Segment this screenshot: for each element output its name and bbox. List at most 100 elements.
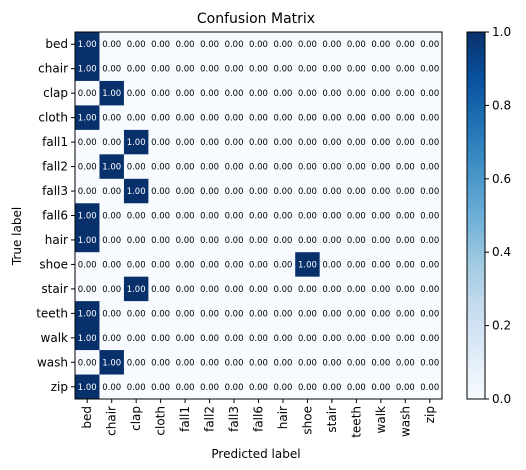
matrix-cell xyxy=(99,105,125,131)
cell-value-label: 0.00 xyxy=(371,285,390,295)
matrix-cell xyxy=(75,252,100,278)
matrix-cell xyxy=(172,154,198,180)
matrix-cell xyxy=(417,374,443,400)
cell-value-label: 0.00 xyxy=(273,309,292,319)
matrix-cell xyxy=(99,227,125,253)
cell-value-label: 0.00 xyxy=(176,163,195,173)
matrix-cell xyxy=(393,276,418,302)
matrix-cell xyxy=(270,325,296,351)
matrix-cell xyxy=(417,129,443,155)
matrix-cell xyxy=(270,301,296,326)
cell-value-label: 0.00 xyxy=(249,114,268,124)
cell-value-label: 0.00 xyxy=(371,114,390,124)
cell-value-label: 0.00 xyxy=(176,65,195,75)
x-tick-label: fall6 xyxy=(252,406,266,432)
cell-value-label: 0.00 xyxy=(298,163,317,173)
matrix-cell xyxy=(368,178,394,204)
matrix-cell xyxy=(99,325,125,351)
cell-value-label: 0.00 xyxy=(273,163,292,173)
cell-value-label: 0.00 xyxy=(420,309,439,319)
y-tick-label: teeth xyxy=(36,306,68,320)
matrix-cell xyxy=(197,203,223,229)
matrix-cell xyxy=(75,203,100,229)
cell-value-label: 0.00 xyxy=(298,212,317,222)
cell-value-label: 0.00 xyxy=(102,383,121,393)
x-tick-label: shoe xyxy=(300,406,314,435)
matrix-cell xyxy=(368,80,394,106)
matrix-cell xyxy=(368,56,394,82)
matrix-cell xyxy=(417,276,443,302)
cell-value-label: 0.00 xyxy=(151,383,170,393)
cell-value-label: 0.00 xyxy=(225,358,244,368)
matrix-cell xyxy=(99,80,125,106)
matrix-cell xyxy=(417,154,443,180)
cell-value-label: 0.00 xyxy=(347,358,366,368)
matrix-cell xyxy=(148,252,174,278)
matrix-cell xyxy=(319,325,345,351)
matrix-cell xyxy=(270,80,296,106)
cell-value-label: 0.00 xyxy=(102,285,121,295)
matrix-cell xyxy=(270,129,296,155)
matrix-cell xyxy=(368,374,394,400)
matrix-cell xyxy=(344,350,369,375)
matrix-cell xyxy=(295,350,321,375)
matrix-cell xyxy=(319,105,345,131)
matrix-cell xyxy=(319,301,345,326)
x-tick-label: clap xyxy=(129,406,143,431)
matrix-cell xyxy=(75,80,100,106)
cell-value-label: 0.00 xyxy=(322,89,341,99)
y-tick-label: cloth xyxy=(38,111,68,125)
cell-value-label: 0.00 xyxy=(273,260,292,270)
matrix-cell xyxy=(319,178,345,204)
cell-value-label: 0.00 xyxy=(151,65,170,75)
cell-value-label: 0.00 xyxy=(420,163,439,173)
matrix-cell xyxy=(99,374,125,400)
y-tick-labels: bed chair clap cloth fall1 fall2 fall3 fall6 hai… xyxy=(36,37,75,394)
matrix-cell xyxy=(295,252,321,278)
matrix-cell xyxy=(344,374,369,400)
cell-value-label: 0.00 xyxy=(127,89,146,99)
cell-value-label: 0.00 xyxy=(200,89,219,99)
cell-value-label: 0.00 xyxy=(176,40,195,50)
cell-value-label: 0.00 xyxy=(322,114,341,124)
cell-value-label: 0.00 xyxy=(347,260,366,270)
matrix-cell xyxy=(221,154,247,180)
cell-value-label: 0.00 xyxy=(176,212,195,222)
matrix-cell xyxy=(75,32,100,57)
x-tick-label: zip xyxy=(423,406,437,423)
cell-value-label: 0.00 xyxy=(102,236,121,246)
cell-value-label: 0.00 xyxy=(102,65,121,75)
cell-value-label: 0.00 xyxy=(225,285,244,295)
matrix-cell xyxy=(197,374,223,400)
y-tick-label: stair xyxy=(41,282,68,296)
cell-value-label: 0.00 xyxy=(78,260,97,270)
cell-value-label: 0.00 xyxy=(249,358,268,368)
matrix-cell xyxy=(75,129,100,155)
cell-value-label: 0.00 xyxy=(396,114,415,124)
cell-value-label: 0.00 xyxy=(200,236,219,246)
matrix-cell xyxy=(319,203,345,229)
cell-value-label: 0.00 xyxy=(273,114,292,124)
matrix-cell xyxy=(148,301,174,326)
cell-value-label: 0.00 xyxy=(420,40,439,50)
cell-value-label: 0.00 xyxy=(420,383,439,393)
cell-value-label: 0.00 xyxy=(176,334,195,344)
cell-value-label: 0.00 xyxy=(78,138,97,148)
x-tick-label: bed xyxy=(80,406,94,429)
matrix-cell xyxy=(197,129,223,155)
matrix-cell xyxy=(246,301,272,326)
cell-value-label: 0.00 xyxy=(176,260,195,270)
cell-value-label: 0.00 xyxy=(151,309,170,319)
colorbar-ticks: 0.0 0.2 0.4 0.6 0.8 1.0 xyxy=(485,25,511,406)
cell-value-label: 0.00 xyxy=(127,358,146,368)
cell-value-label: 0.00 xyxy=(200,40,219,50)
matrix-cell xyxy=(123,105,149,131)
matrix-cell xyxy=(75,56,100,82)
matrix-cell xyxy=(148,80,174,106)
matrix-cell xyxy=(295,56,321,82)
matrix-cell xyxy=(123,154,149,180)
cell-value-label: 0.00 xyxy=(151,187,170,197)
cell-value-label: 1.00 xyxy=(127,138,146,148)
cell-value-label: 0.00 xyxy=(396,285,415,295)
x-tick-label: teeth xyxy=(349,406,363,438)
